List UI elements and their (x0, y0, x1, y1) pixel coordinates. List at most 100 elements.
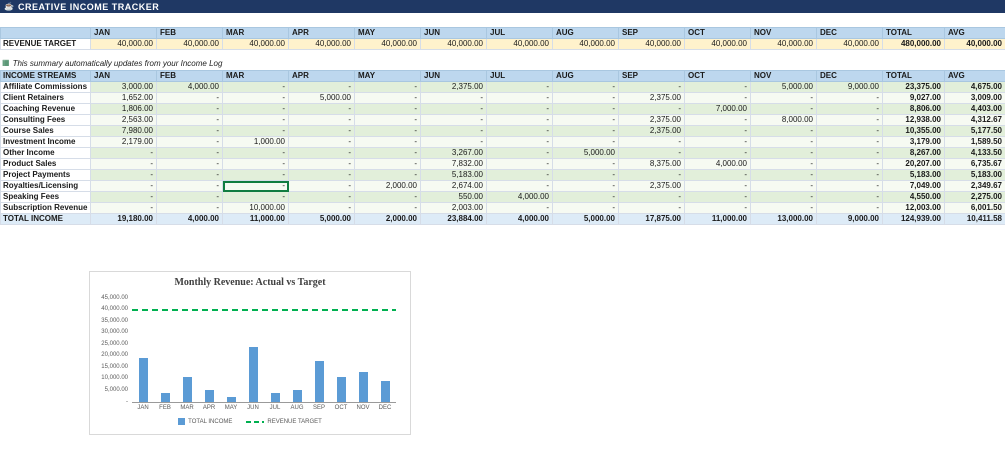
stream-value-cell[interactable]: - (90, 202, 157, 214)
stream-avg-cell[interactable]: 2,349.67 (944, 180, 1005, 192)
stream-value-cell[interactable]: - (750, 136, 817, 148)
stream-value-cell[interactable]: - (552, 158, 619, 170)
stream-value-cell[interactable]: - (618, 202, 685, 214)
stream-value-cell[interactable]: - (354, 147, 421, 159)
stream-total-cell[interactable]: 10,355.00 (882, 125, 945, 137)
stream-avg-cell[interactable]: 3,009.00 (944, 92, 1005, 104)
stream-total-cell[interactable]: 20,207.00 (882, 158, 945, 170)
stream-value-cell[interactable]: - (354, 202, 421, 214)
stream-value-cell[interactable]: - (288, 81, 355, 93)
stream-value-cell[interactable]: - (684, 191, 751, 203)
stream-label[interactable]: Affiliate Commissions (0, 81, 91, 93)
revenue-target-cell[interactable]: 40,000.00 (354, 38, 421, 50)
stream-value-cell[interactable]: 2,179.00 (90, 136, 157, 148)
stream-value-cell[interactable]: 2,375.00 (618, 125, 685, 137)
revenue-target-cell[interactable]: 40,000.00 (552, 38, 619, 50)
stream-value-cell[interactable]: - (156, 103, 223, 115)
stream-value-cell[interactable]: - (486, 136, 553, 148)
stream-value-cell[interactable]: 3,267.00 (420, 147, 487, 159)
stream-value-cell[interactable]: - (354, 191, 421, 203)
revenue-chart[interactable]: Monthly Revenue: Actual vs Target TOTAL … (89, 271, 411, 435)
stream-value-cell[interactable]: 1,000.00 (222, 136, 289, 148)
stream-value-cell[interactable]: - (618, 136, 685, 148)
stream-value-cell[interactable]: - (222, 81, 289, 93)
selected-cell[interactable]: - (222, 180, 289, 192)
stream-value-cell[interactable]: - (354, 103, 421, 115)
month-header-mar[interactable]: MAR (222, 70, 289, 82)
stream-value-cell[interactable]: - (156, 147, 223, 159)
stream-avg-cell[interactable]: 5,183.00 (944, 169, 1005, 181)
stream-value-cell[interactable]: - (486, 147, 553, 159)
month-header-feb[interactable]: FEB (156, 27, 223, 39)
stream-value-cell[interactable]: 5,000.00 (288, 92, 355, 104)
revenue-target-cell[interactable]: 40,000.00 (288, 38, 355, 50)
total-income-avg[interactable]: 10,411.58 (944, 213, 1005, 225)
stream-value-cell[interactable]: - (684, 81, 751, 93)
stream-value-cell[interactable]: - (750, 191, 817, 203)
stream-value-cell[interactable]: - (420, 92, 487, 104)
stream-value-cell[interactable]: - (750, 147, 817, 159)
stream-value-cell[interactable]: - (552, 114, 619, 126)
stream-total-cell[interactable]: 5,183.00 (882, 169, 945, 181)
stream-value-cell[interactable]: - (354, 169, 421, 181)
stream-value-cell[interactable]: - (222, 158, 289, 170)
stream-value-cell[interactable]: - (816, 191, 883, 203)
stream-value-cell[interactable]: - (618, 81, 685, 93)
stream-value-cell[interactable]: - (750, 103, 817, 115)
stream-value-cell[interactable]: - (90, 147, 157, 159)
stream-value-cell[interactable]: 3,000.00 (90, 81, 157, 93)
stream-total-cell[interactable]: 8,806.00 (882, 103, 945, 115)
stream-value-cell[interactable]: - (486, 169, 553, 181)
stream-value-cell[interactable]: - (816, 169, 883, 181)
total-column-header[interactable]: TOTAL (882, 70, 945, 82)
total-income-cell[interactable]: 13,000.00 (750, 213, 817, 225)
stream-avg-cell[interactable]: 4,312.67 (944, 114, 1005, 126)
stream-total-cell[interactable]: 4,550.00 (882, 191, 945, 203)
stream-value-cell[interactable]: - (684, 147, 751, 159)
stream-value-cell[interactable]: 2,563.00 (90, 114, 157, 126)
stream-avg-cell[interactable]: 5,177.50 (944, 125, 1005, 137)
revenue-target-cell[interactable]: 40,000.00 (816, 38, 883, 50)
revenue-target-cell[interactable]: 40,000.00 (750, 38, 817, 50)
stream-total-cell[interactable]: 8,267.00 (882, 147, 945, 159)
month-header-mar[interactable]: MAR (222, 27, 289, 39)
month-header-oct[interactable]: OCT (684, 70, 751, 82)
stream-value-cell[interactable]: - (750, 169, 817, 181)
stream-value-cell[interactable]: - (156, 202, 223, 214)
stream-value-cell[interactable]: - (288, 191, 355, 203)
stream-total-cell[interactable]: 12,938.00 (882, 114, 945, 126)
stream-value-cell[interactable]: - (288, 114, 355, 126)
stream-value-cell[interactable]: 2,000.00 (354, 180, 421, 192)
month-header-apr[interactable]: APR (288, 70, 355, 82)
total-income-cell[interactable]: 19,180.00 (90, 213, 157, 225)
stream-value-cell[interactable]: - (816, 180, 883, 192)
stream-value-cell[interactable]: - (486, 114, 553, 126)
stream-value-cell[interactable]: 5,000.00 (552, 147, 619, 159)
stream-value-cell[interactable]: - (156, 125, 223, 137)
total-income-cell[interactable]: 17,875.00 (618, 213, 685, 225)
stream-value-cell[interactable]: - (90, 180, 157, 192)
stream-value-cell[interactable]: - (618, 191, 685, 203)
total-income-cell[interactable]: 11,000.00 (222, 213, 289, 225)
month-header-jan[interactable]: JAN (90, 70, 157, 82)
month-header-may[interactable]: MAY (354, 70, 421, 82)
stream-value-cell[interactable]: - (288, 136, 355, 148)
month-header-dec[interactable]: DEC (816, 27, 883, 39)
revenue-target-total[interactable]: 480,000.00 (882, 38, 945, 50)
stream-value-cell[interactable]: 4,000.00 (684, 158, 751, 170)
stream-value-cell[interactable]: 7,000.00 (684, 103, 751, 115)
stream-total-cell[interactable]: 9,027.00 (882, 92, 945, 104)
stream-value-cell[interactable]: - (750, 158, 817, 170)
stream-value-cell[interactable]: 1,652.00 (90, 92, 157, 104)
stream-value-cell[interactable]: - (684, 136, 751, 148)
stream-label[interactable]: Consulting Fees (0, 114, 91, 126)
stream-label[interactable]: Course Sales (0, 125, 91, 137)
revenue-target-cell[interactable]: 40,000.00 (222, 38, 289, 50)
stream-value-cell[interactable]: - (684, 180, 751, 192)
stream-value-cell[interactable]: - (816, 114, 883, 126)
stream-label[interactable]: Subscription Revenue (0, 202, 91, 214)
month-header-may[interactable]: MAY (354, 27, 421, 39)
total-income-cell[interactable]: 5,000.00 (288, 213, 355, 225)
stream-value-cell[interactable]: 2,375.00 (420, 81, 487, 93)
stream-value-cell[interactable]: - (552, 103, 619, 115)
